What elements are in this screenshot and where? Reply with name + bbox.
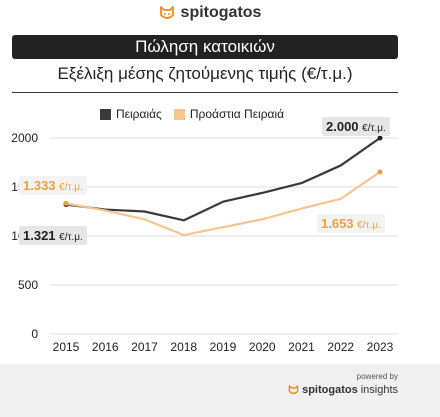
annotation-unit: €/τ.μ. [362, 123, 386, 134]
data-point-suburbs [63, 200, 69, 206]
data-point-suburbs [377, 169, 383, 175]
powered-by-label: powered by [356, 372, 398, 381]
annotation-unit: €/τ.μ. [357, 220, 381, 231]
x-tick-label: 2022 [327, 340, 354, 354]
x-tick-label: 2016 [92, 340, 119, 354]
footer-brand: spitogatos insights [288, 384, 398, 396]
series-line-piraeus [65, 137, 381, 222]
annotation-piraeus-2023: 2.000 €/τ.μ. [322, 117, 390, 136]
x-tick-label: 2015 [53, 340, 80, 354]
title-divider [12, 92, 398, 93]
footer-bar [0, 364, 440, 417]
y-tick-label: 2000 [11, 131, 38, 145]
legend-label-piraeus: Πειραιάς [116, 107, 162, 121]
annotation-value: 2.000 [326, 119, 359, 134]
legend-item-suburbs: Προάστια Πειραιά [173, 107, 285, 121]
chart-legend: Πειραιάς Προάστια Πειραιά [100, 107, 296, 121]
footer-brand-name: spitogatos [302, 384, 358, 396]
annotation-value: 1.653 [321, 216, 354, 231]
annotation-value: 1.321 [23, 228, 56, 243]
data-point-piraeus [377, 135, 383, 141]
brand-header: spitogatos [0, 4, 420, 22]
legend-swatch-piraeus [100, 108, 111, 120]
brand-name: spitogatos [180, 4, 262, 21]
cat-face-icon [288, 385, 299, 395]
legend-label-suburbs: Προάστια Πειραιά [189, 107, 285, 121]
x-tick-label: 2018 [170, 340, 197, 354]
x-tick-label: 2019 [210, 340, 237, 354]
footer-brand-suffix: insights [360, 384, 398, 396]
annotation-suburbs-2023: 1.653 €/τ.μ. [317, 214, 385, 233]
x-tick-label: 2020 [249, 340, 276, 354]
x-tick-label: 2021 [288, 340, 315, 354]
annotation-value: 1.333 [23, 178, 56, 193]
x-tick-label: 2023 [367, 340, 394, 354]
legend-swatch-suburbs [173, 108, 185, 120]
y-tick-label: 500 [18, 278, 38, 292]
y-tick-label: 0 [31, 327, 38, 341]
annotation-unit: €/τ.μ. [59, 232, 83, 243]
cat-face-icon [159, 6, 174, 19]
x-tick-label: 2017 [131, 340, 158, 354]
annotation-piraeus-2015: 1.321 €/τ.μ. [19, 226, 87, 245]
page-banner: Πώληση κατοικιών [12, 35, 398, 59]
annotation-unit: €/τ.μ. [59, 182, 83, 193]
chart-title: Εξέλιξη μέσης ζητούμενης τιμής (€/τ.μ.) [57, 64, 353, 83]
annotation-suburbs-2015: 1.333 €/τ.μ. [19, 176, 87, 195]
legend-item-piraeus: Πειραιάς [100, 107, 162, 121]
series-line-suburbs [65, 171, 381, 237]
